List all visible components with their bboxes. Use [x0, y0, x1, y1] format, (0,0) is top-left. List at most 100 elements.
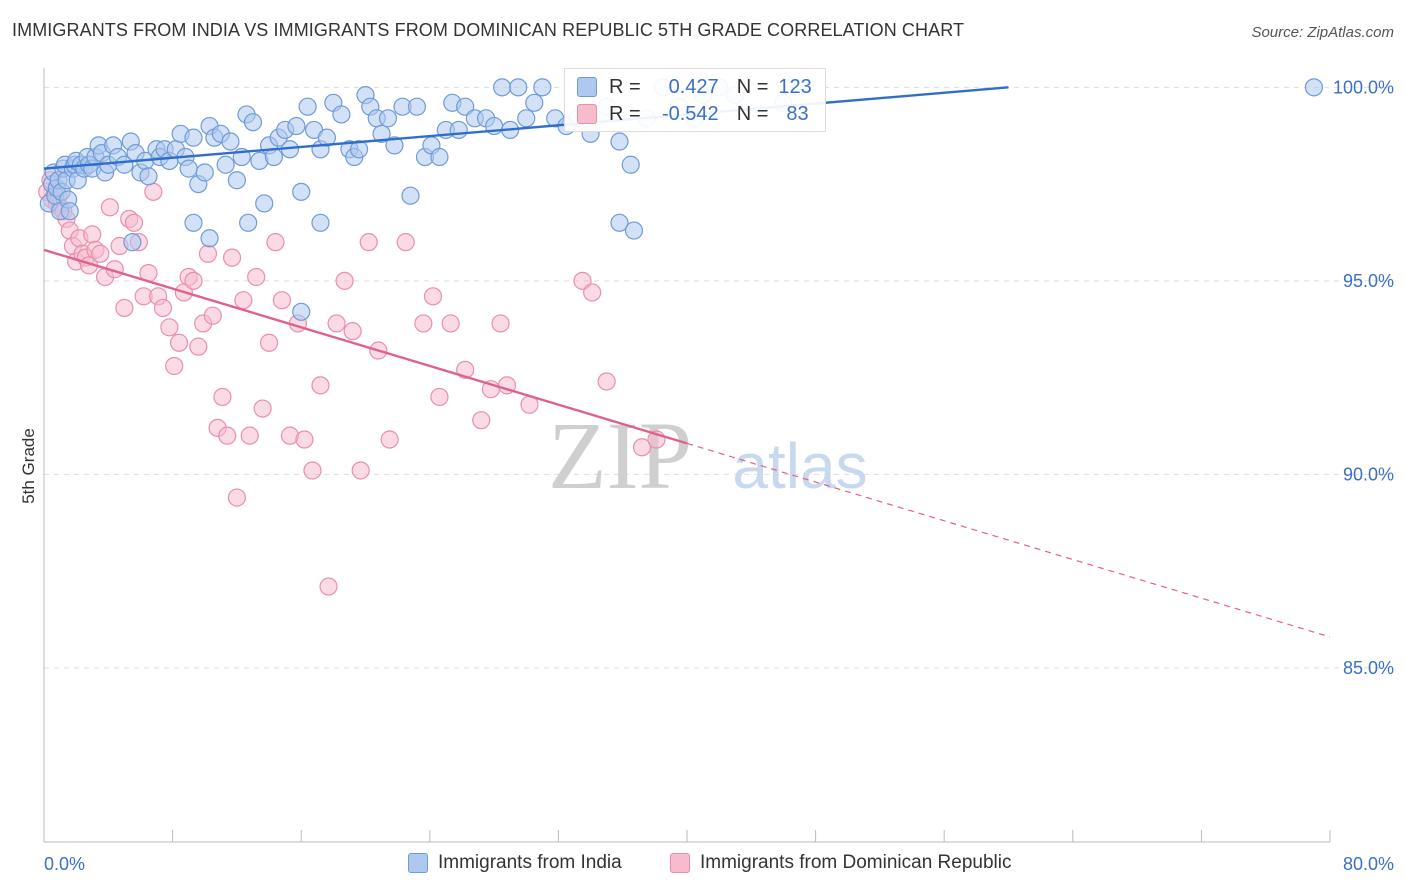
dr-point: [259, 333, 279, 352]
dr-point: [247, 267, 266, 287]
india-point: [298, 97, 317, 116]
dr-point: [189, 337, 208, 356]
dr-point: [583, 283, 602, 302]
dr-point: [213, 387, 232, 407]
legend-label-india: Immigrants from India: [438, 852, 622, 873]
dr-point: [218, 426, 237, 445]
x-tick-label: 80.0%: [1343, 854, 1394, 874]
india-point: [221, 132, 240, 151]
grid-lines: [44, 86, 1392, 669]
dr-r-label: R =: [609, 102, 641, 125]
india-point: [610, 213, 629, 232]
india-point: [430, 147, 449, 167]
dr-swatch: [577, 104, 597, 124]
stats-row-india: R = 0.427 N = 123: [577, 73, 812, 101]
india-point: [493, 78, 512, 97]
dr-point: [303, 461, 322, 480]
dr-trendline: [43, 248, 688, 445]
stats-legend-box: R = 0.427 N = 123 R = -0.542 N = 83: [564, 68, 826, 132]
india-point: [317, 128, 337, 147]
legend-item-dr: Immigrants from Dominican Republic: [670, 852, 1012, 874]
dr-point: [184, 271, 203, 290]
dr-series-points: [38, 171, 666, 596]
dr-point: [396, 233, 415, 252]
dr-trendline-extension: [686, 442, 1331, 638]
dr-point: [319, 577, 338, 596]
india-point: [239, 213, 258, 232]
india-point: [407, 97, 427, 116]
dr-point: [234, 291, 253, 310]
watermark-atlas: atlas: [732, 430, 867, 502]
dr-point: [597, 372, 616, 391]
india-point: [139, 167, 158, 186]
source-label: Source: ZipAtlas.com: [1251, 24, 1394, 41]
india-point: [243, 113, 263, 132]
dr-point: [414, 314, 433, 333]
y-tick-label: 85.0%: [1343, 658, 1394, 678]
dr-point: [115, 298, 134, 318]
dr-point: [335, 271, 354, 290]
india-point: [292, 182, 311, 201]
india-point: [184, 213, 203, 232]
india-r-value: 0.427: [668, 75, 719, 98]
dr-point: [222, 248, 242, 267]
legend-item-india: Immigrants from India: [408, 852, 622, 874]
dr-point: [91, 244, 110, 263]
india-point: [401, 186, 420, 205]
india-point: [449, 120, 468, 140]
india-point: [195, 163, 214, 182]
bottom-legend: Immigrants from India Immigrants from Do…: [0, 852, 1406, 878]
dr-point: [83, 225, 102, 244]
india-point: [292, 302, 311, 321]
dr-point: [272, 291, 292, 310]
india-point: [349, 140, 369, 159]
legend-swatch-india: [408, 853, 428, 873]
india-point: [287, 116, 306, 136]
legend-label-dr: Immigrants from Dominican Republic: [700, 852, 1012, 873]
chart-title: IMMIGRANTS FROM INDIA VS IMMIGRANTS FROM…: [12, 20, 965, 40]
india-point: [509, 78, 528, 97]
india-point: [621, 155, 640, 174]
dr-point: [311, 376, 330, 395]
dr-point: [472, 411, 491, 430]
x-tick-label: 0.0%: [44, 854, 85, 874]
india-point: [60, 202, 79, 221]
india-point: [372, 124, 391, 143]
dr-point: [351, 461, 370, 480]
dr-point: [144, 182, 163, 201]
india-n-value: 123: [778, 75, 812, 98]
india-point: [610, 132, 629, 151]
india-point: [264, 147, 283, 167]
dr-point: [266, 233, 285, 252]
india-point: [385, 136, 404, 155]
india-point: [624, 221, 644, 240]
india-point: [517, 109, 536, 128]
dr-point: [100, 198, 120, 217]
dr-point: [153, 298, 173, 318]
stats-row-dr: R = -0.542 N = 83: [577, 100, 809, 128]
dr-point: [203, 306, 222, 325]
y-tick-label: 100.0%: [1333, 77, 1394, 97]
india-n-label: N =: [736, 75, 769, 98]
dr-point: [240, 426, 259, 445]
watermark: ZIP atlas: [548, 402, 868, 509]
watermark-zip: ZIP: [548, 402, 692, 509]
india-point: [227, 171, 246, 190]
india-point: [533, 78, 552, 97]
india-point: [255, 194, 274, 213]
dr-point: [632, 438, 652, 457]
y-tick-label: 90.0%: [1343, 464, 1394, 484]
dr-n-value: 83: [786, 102, 809, 125]
y-tick-label: 95.0%: [1343, 271, 1394, 291]
india-point: [1304, 78, 1324, 97]
trend-lines: [43, 86, 1331, 638]
legend-swatch-dr: [670, 853, 690, 873]
india-point: [216, 155, 235, 174]
india-point: [184, 128, 203, 147]
dr-point: [359, 233, 378, 252]
dr-point: [165, 356, 184, 376]
india-series-points: [39, 78, 1324, 321]
dr-point: [430, 387, 449, 407]
dr-point: [423, 287, 443, 306]
